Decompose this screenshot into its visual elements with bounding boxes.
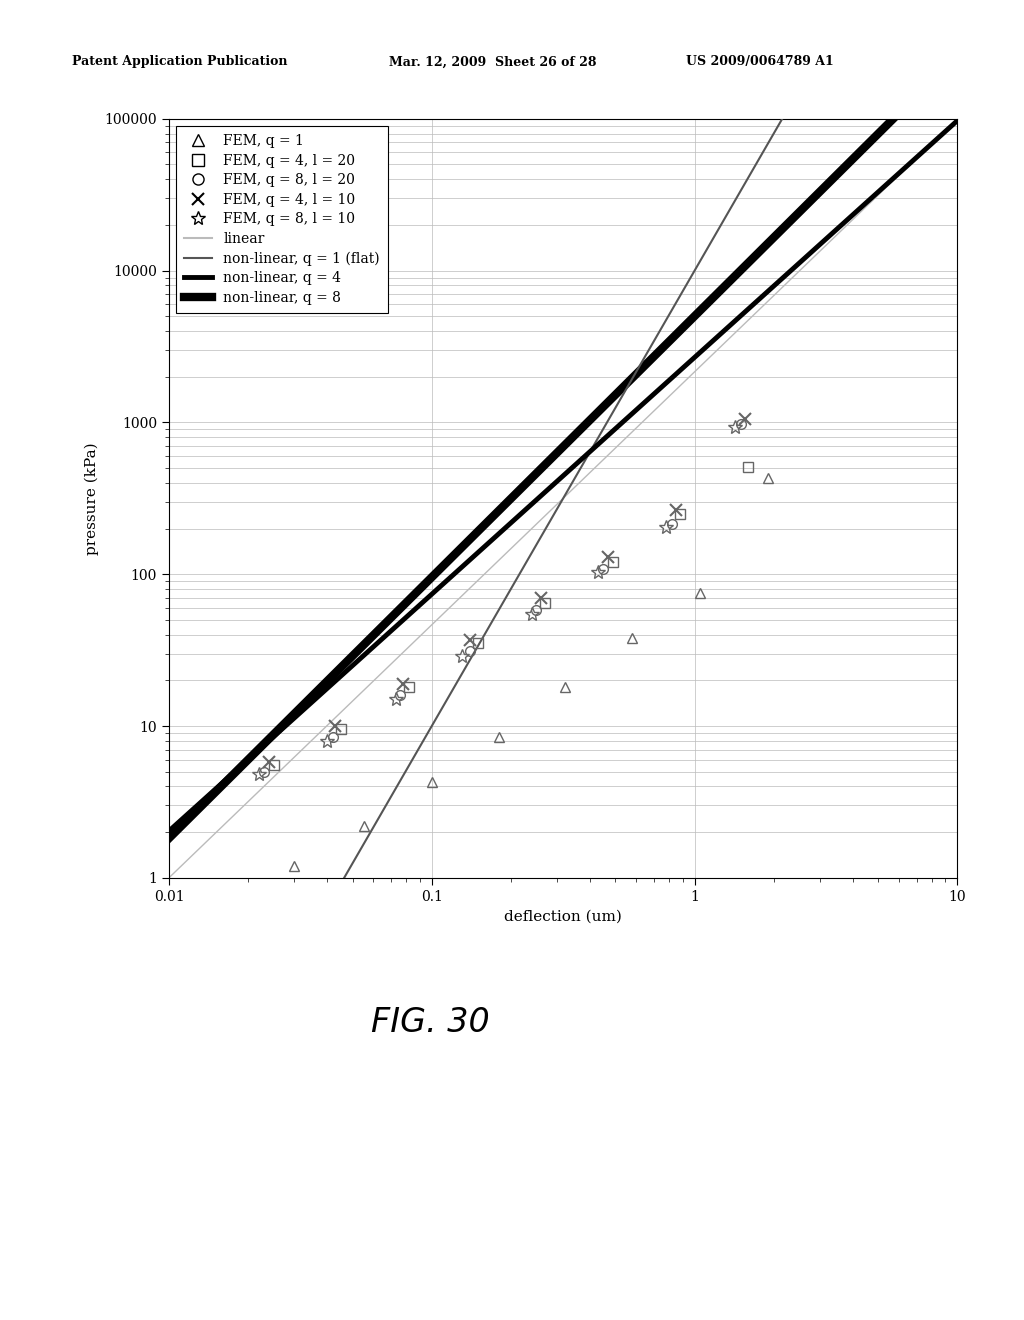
Legend: FEM, q = 1, FEM, q = 4, l = 20, FEM, q = 8, l = 20, FEM, q = 4, l = 10, FEM, q =: FEM, q = 1, FEM, q = 4, l = 20, FEM, q =… <box>176 125 388 313</box>
Text: FIG. 30: FIG. 30 <box>371 1006 489 1040</box>
Text: Mar. 12, 2009  Sheet 26 of 28: Mar. 12, 2009 Sheet 26 of 28 <box>389 55 597 69</box>
Text: Patent Application Publication: Patent Application Publication <box>72 55 287 69</box>
Y-axis label: pressure (kPa): pressure (kPa) <box>85 442 99 554</box>
Text: US 2009/0064789 A1: US 2009/0064789 A1 <box>686 55 834 69</box>
X-axis label: deflection (um): deflection (um) <box>504 909 623 923</box>
